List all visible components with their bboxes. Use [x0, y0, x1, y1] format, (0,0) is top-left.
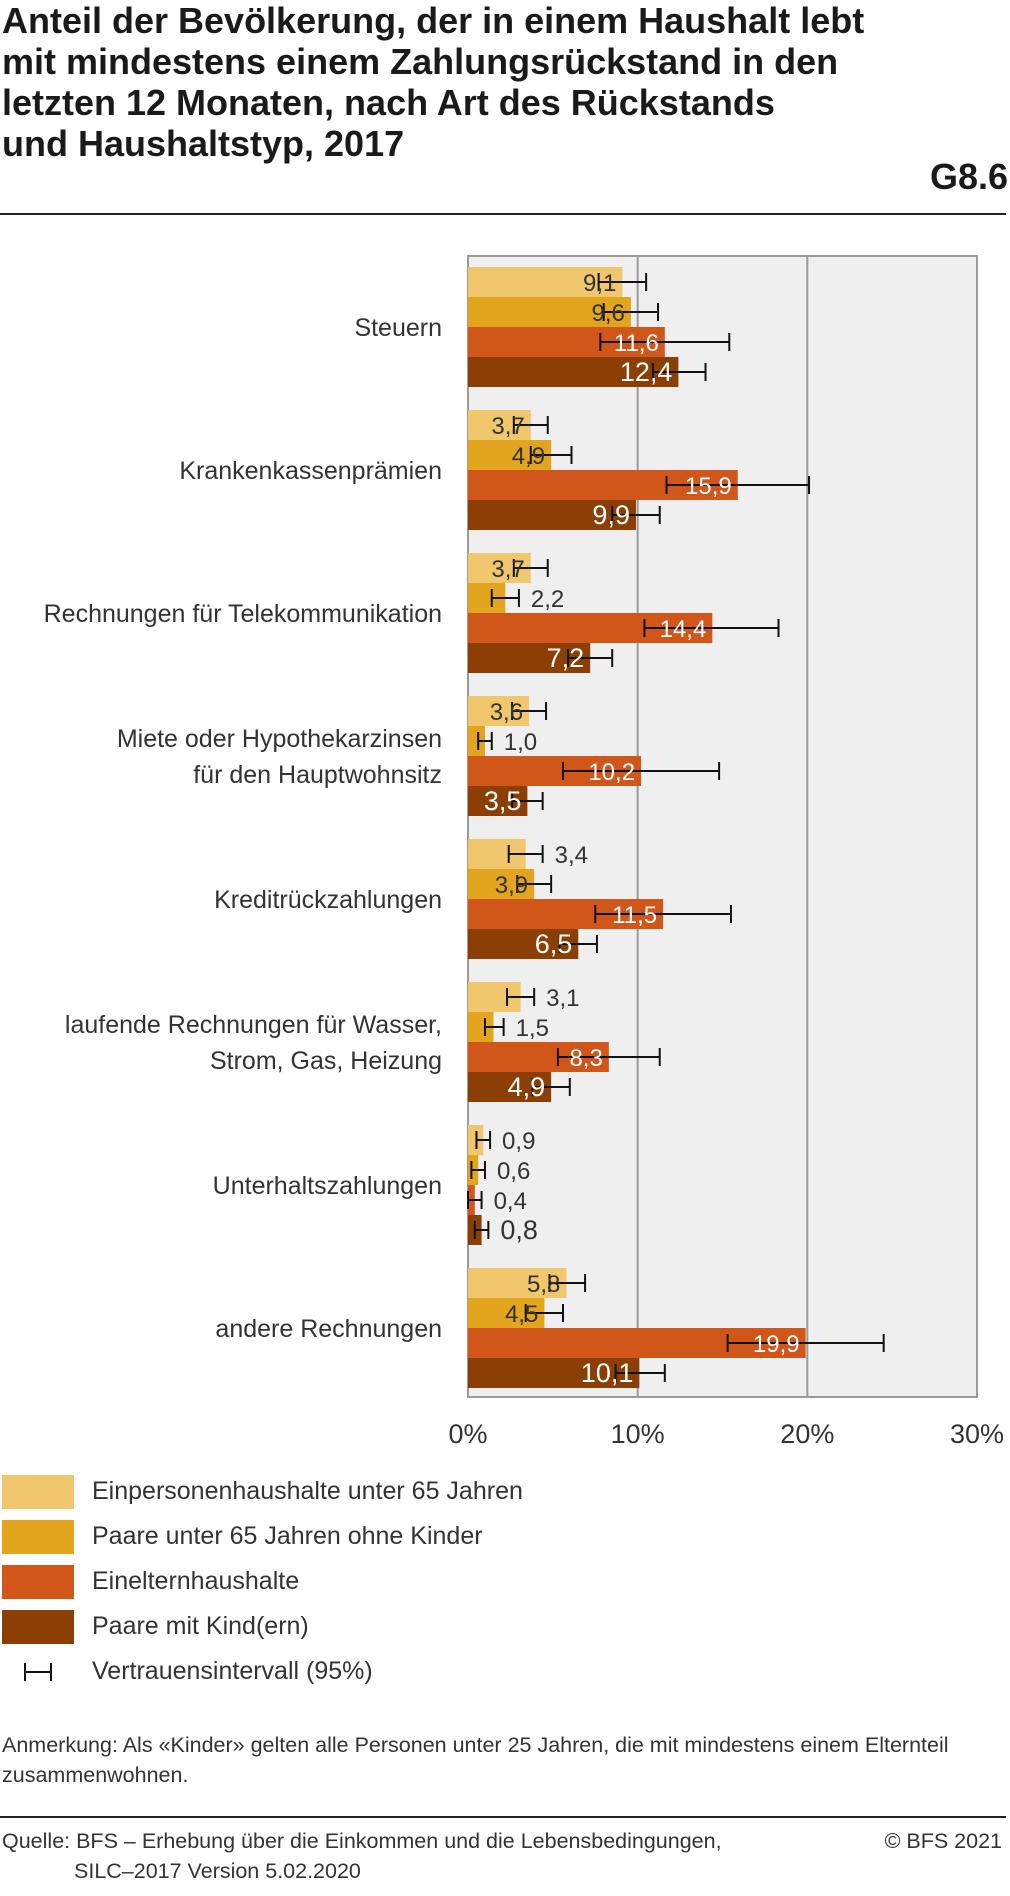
- data-label: 6,5: [535, 929, 573, 959]
- title-line-2: mit mindestens einem Zahlungsrückstand i…: [2, 41, 839, 82]
- category-label: Kreditrückzahlungen: [214, 886, 442, 914]
- x-axis-ticks: 0% 10% 20% 30%: [448, 1419, 1004, 1449]
- data-label: 3,7: [491, 413, 524, 440]
- bottom-divider: [0, 1816, 1006, 1818]
- data-label: 4,5: [505, 1301, 538, 1328]
- title-line-3: letzten 12 Monaten, nach Art des Rücksta…: [2, 82, 775, 123]
- data-label: 3,1: [546, 985, 579, 1012]
- legend-swatch-2: [2, 1520, 74, 1554]
- data-label: 10,1: [581, 1358, 634, 1388]
- data-labels: 9,1 9,6 11,612,4 3,7 4,9 15,9 9,9 3,7 2,2 14,4 7,2…: [484, 270, 800, 1388]
- footnote: Anmerkung: Als «Kinder» gelten alle Pers…: [2, 1733, 949, 1787]
- data-label: 19,9: [753, 1331, 800, 1358]
- bar: [468, 500, 636, 530]
- legend-item-2: Paare unter 65 Jahren ohne Kinder: [2, 1520, 702, 1554]
- legend-label-2: Paare unter 65 Jahren ohne Kinder: [92, 1522, 483, 1550]
- data-label: 10,2: [588, 759, 635, 786]
- data-label: 9,6: [592, 300, 625, 327]
- category-label: Miete oder Hypothekarzinsen: [117, 725, 442, 753]
- data-label: 12,4: [620, 357, 673, 387]
- category-label: laufende Rechnungen für Wasser,: [65, 1011, 442, 1039]
- x-tick-label: 30%: [950, 1419, 1004, 1449]
- data-label: 14,4: [660, 616, 707, 643]
- legend-label-3: Einelternhaushalte: [92, 1567, 300, 1595]
- category-label: Steuern: [354, 314, 442, 342]
- source-line-2: SILC–2017 Version 5.02.2020: [74, 1859, 361, 1883]
- data-label: 0,4: [494, 1188, 527, 1215]
- figure-code: G8.6: [929, 156, 1008, 197]
- copyright: © BFS 2021: [884, 1829, 1002, 1853]
- category-label: Krankenkassenprämien: [179, 457, 442, 485]
- category-label: Unterhaltszahlungen: [213, 1172, 442, 1200]
- data-label: 1,5: [516, 1015, 549, 1042]
- data-label: 11,5: [612, 902, 657, 929]
- chart-title: Anteil der Bevölkerung, der in einem Hau…: [2, 0, 902, 164]
- category-label: Rechnungen für Telekommunikation: [44, 600, 442, 628]
- source-line-1: Quelle: BFS – Erhebung über die Einkomme…: [2, 1829, 722, 1853]
- x-tick-label: 0%: [448, 1419, 487, 1449]
- data-label: 11,6: [614, 330, 659, 357]
- category-label: andere Rechnungen: [215, 1315, 442, 1343]
- grid-lines: [636, 256, 809, 1397]
- data-label: 4,9: [508, 1072, 546, 1102]
- data-label: 3,9: [495, 872, 528, 899]
- legend-item-ci: Vertrauensintervall (95%): [2, 1655, 702, 1689]
- data-label: 4,9: [512, 443, 545, 470]
- top-divider: [0, 213, 1006, 215]
- legend-label-ci: Vertrauensintervall (95%): [92, 1657, 373, 1685]
- legend-item-4: Paare mit Kind(ern): [2, 1610, 702, 1644]
- bar: [468, 357, 679, 387]
- data-label: 7,2: [547, 643, 585, 673]
- data-label: 15,9: [685, 473, 732, 500]
- plot-background: [467, 255, 978, 1398]
- category-label: Strom, Gas, Heizung: [210, 1047, 442, 1075]
- data-label: 3,5: [484, 786, 522, 816]
- title-line-1: Anteil der Bevölkerung, der in einem Hau…: [2, 0, 865, 41]
- legend-label-1: Einpersonenhaushalte unter 65 Jahren: [92, 1477, 523, 1505]
- data-label: 8,3: [569, 1045, 602, 1072]
- legend-label-4: Paare mit Kind(ern): [92, 1612, 309, 1640]
- data-label: 9,9: [592, 500, 630, 530]
- legend-swatch-1: [2, 1475, 74, 1509]
- data-label: 0,9: [502, 1128, 535, 1155]
- data-label: 0,8: [500, 1215, 538, 1245]
- bar: [468, 267, 623, 297]
- legend-item-1: Einpersonenhaushalte unter 65 Jahren: [2, 1475, 702, 1509]
- title-line-4: und Haushaltstyp, 2017: [2, 123, 405, 164]
- data-label: 3,6: [490, 699, 523, 726]
- x-tick-label: 20%: [780, 1419, 834, 1449]
- source: Quelle: BFS – Erhebung über die Einkomme…: [2, 1826, 722, 1886]
- data-label: 1,0: [504, 729, 537, 756]
- bar-chart: 9,1 9,6 11,612,4 3,7 4,9 15,9 9,9 3,7 2,2 14,4 7,2…: [44, 255, 1004, 1449]
- confidence-interval-icon: [24, 1663, 52, 1681]
- data-label: 0,6: [497, 1158, 530, 1185]
- category-label: für den Hauptwohnsitz: [193, 761, 442, 789]
- data-label: 2,2: [531, 586, 564, 613]
- data-label: 3,4: [555, 842, 588, 869]
- error-bars: [467, 273, 885, 1382]
- data-label: 9,1: [583, 270, 616, 297]
- legend-swatch-4: [2, 1610, 74, 1644]
- data-label: 5,8: [527, 1271, 560, 1298]
- legend-swatch-3: [2, 1565, 74, 1599]
- bar: [468, 726, 485, 756]
- x-tick-label: 10%: [611, 1419, 665, 1449]
- bar: [468, 1358, 640, 1388]
- legend-item-3: Einelternhaushalte: [2, 1565, 702, 1599]
- category-labels: Steuern Krankenkassenprämien Rechnungen fü…: [44, 314, 442, 1343]
- data-label: 3,7: [491, 556, 524, 583]
